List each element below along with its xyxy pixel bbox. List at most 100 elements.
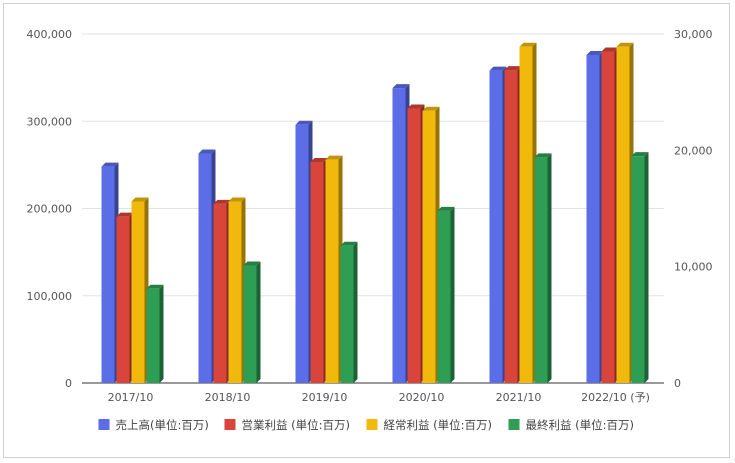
- bar-front: [586, 54, 600, 383]
- bar-top: [310, 157, 328, 162]
- bar-front: [616, 46, 630, 384]
- x-tick-label: 2019/10: [302, 391, 348, 404]
- bar-front: [392, 88, 406, 383]
- bar: [146, 284, 164, 383]
- legend-item: 営業利益 (単位:百万): [224, 418, 351, 432]
- bar: [407, 104, 425, 383]
- bar: [198, 149, 216, 383]
- bar: [504, 66, 522, 384]
- bar-top: [392, 84, 410, 89]
- bar: [340, 241, 358, 383]
- bar-side: [450, 206, 455, 383]
- bar-side: [353, 241, 358, 383]
- legend-label: 営業利益 (単位:百万): [242, 418, 351, 432]
- legend-swatch: [366, 419, 378, 430]
- bar-front: [422, 110, 436, 383]
- bar-top: [519, 42, 537, 47]
- bar-front: [228, 201, 242, 383]
- bar: [228, 197, 246, 383]
- x-tick-label: 2017/10: [108, 391, 154, 404]
- bar-top: [131, 197, 149, 202]
- bar-top: [295, 120, 313, 125]
- bar-chart: 0 100,000 200,000 300,000 400,000 0 10,000 20,…: [27, 28, 713, 432]
- y-left-tick-label: 0: [65, 377, 72, 390]
- bar-top: [116, 212, 134, 217]
- bar: [422, 106, 440, 383]
- bar-front: [131, 201, 145, 383]
- x-tick-label: 2022/10 (予): [581, 391, 650, 404]
- bar: [489, 66, 507, 384]
- legend-item: 売上高(単位:百万): [98, 418, 209, 432]
- bar: [631, 152, 649, 383]
- legend-swatch: [224, 419, 236, 430]
- legend: 売上高(単位:百万) 営業利益 (単位:百万) 経常利益 (単位:百万) 最終利益 (…: [98, 418, 635, 432]
- bar: [243, 261, 261, 383]
- legend-swatch: [508, 419, 520, 430]
- bars: [101, 42, 649, 384]
- y-left-tick-label: 200,000: [27, 203, 73, 216]
- bar-front: [407, 108, 421, 383]
- y-right-tick-label: 20,000: [674, 144, 713, 157]
- bar-top: [340, 241, 358, 246]
- bar-top: [534, 153, 552, 158]
- y-axis-right: 0 10,000 20,000 30,000: [674, 28, 713, 390]
- bar-top: [616, 42, 634, 47]
- bar-top: [422, 106, 440, 111]
- bar-top: [198, 149, 216, 154]
- bar-top: [504, 66, 522, 71]
- bar-top: [489, 66, 507, 71]
- bar-top: [146, 284, 164, 289]
- bar-front: [116, 216, 130, 383]
- y-right-tick-label: 10,000: [674, 261, 713, 274]
- bar: [116, 212, 134, 383]
- legend-item: 最終利益 (単位:百万): [508, 418, 635, 432]
- bar-front: [534, 157, 548, 383]
- bar: [601, 47, 619, 383]
- y-axis-left: 0 100,000 200,000 300,000 400,000: [27, 28, 73, 390]
- bar: [534, 153, 552, 383]
- bar-side: [644, 152, 649, 383]
- bar-front: [437, 210, 451, 383]
- x-tick-label: 2018/10: [205, 391, 251, 404]
- y-left-tick-label: 100,000: [27, 290, 73, 303]
- bar-front: [101, 166, 115, 383]
- bar: [131, 197, 149, 383]
- legend-label: 最終利益 (単位:百万): [526, 418, 635, 432]
- bar-front: [146, 288, 160, 383]
- bar-front: [631, 156, 645, 383]
- bar-top: [407, 104, 425, 109]
- chart-frame: 0 100,000 200,000 300,000 400,000 0 10,000 20,…: [3, 3, 730, 458]
- bar-top: [631, 152, 649, 157]
- bar-top: [228, 197, 246, 202]
- bar-front: [295, 124, 309, 384]
- bar: [437, 206, 455, 383]
- grid-lines: [82, 33, 664, 384]
- bar-side: [159, 284, 164, 383]
- bar-top: [213, 199, 231, 204]
- bar-front: [519, 46, 533, 384]
- y-right-tick-label: 0: [674, 377, 681, 390]
- bar-top: [601, 47, 619, 52]
- legend-label: 経常利益 (単位:百万): [384, 418, 493, 432]
- bar-front: [601, 51, 615, 383]
- bar-front: [243, 265, 257, 383]
- bar-front: [340, 245, 354, 383]
- bar-side: [547, 153, 552, 383]
- legend-item: 経常利益 (単位:百万): [366, 418, 493, 432]
- x-tick-label: 2021/10: [496, 391, 542, 404]
- bar-top: [437, 206, 455, 211]
- bar-front: [325, 159, 339, 383]
- bar: [616, 42, 634, 384]
- bar: [325, 155, 343, 383]
- bar-top: [586, 50, 604, 55]
- bar-top: [325, 155, 343, 160]
- bar: [519, 42, 537, 384]
- bar: [586, 50, 604, 383]
- bar: [392, 84, 410, 383]
- x-axis: 2017/10 2018/10 2019/10 2020/10 2021/10 2022/…: [108, 391, 650, 404]
- bar-front: [489, 70, 503, 384]
- bar-front: [213, 203, 227, 383]
- bar: [101, 162, 119, 383]
- y-left-tick-label: 400,000: [27, 28, 73, 41]
- bar-top: [101, 162, 119, 167]
